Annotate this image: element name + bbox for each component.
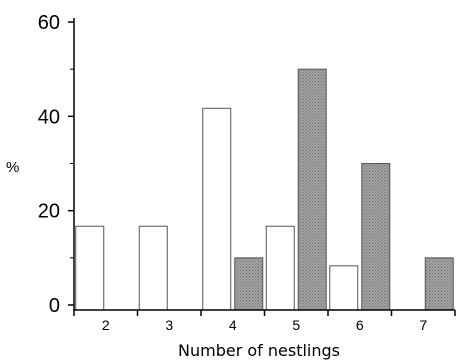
y-tick-label: 0 <box>49 295 60 317</box>
x-tick-label: 3 <box>165 317 173 333</box>
bar-series-1 <box>265 225 295 311</box>
bar-series-2 <box>297 68 327 311</box>
bars <box>75 68 454 311</box>
y-tick-label: 20 <box>38 201 60 223</box>
x-tick-labels: 2 3 4 5 6 7 <box>102 317 428 333</box>
bar-series-1 <box>75 225 105 311</box>
y-tick-label: 40 <box>38 106 60 128</box>
bar-series-1 <box>138 225 168 311</box>
y-axis-title: % <box>6 159 19 176</box>
bar-series-2 <box>424 257 454 311</box>
bar-series-2 <box>361 163 391 311</box>
x-tick-label: 2 <box>102 317 110 333</box>
x-tick-label: 5 <box>292 317 300 333</box>
x-tick-label: 7 <box>419 317 427 333</box>
bar-series-2 <box>234 257 264 311</box>
y-tick-marks <box>68 21 74 306</box>
y-tick-label: 60 <box>38 12 60 34</box>
x-tick-label: 4 <box>229 317 237 333</box>
x-tick-label: 6 <box>356 317 364 333</box>
y-tick-labels: 0 20 40 60 <box>38 12 60 317</box>
x-tick-marks <box>73 310 456 316</box>
bar-series-1 <box>329 265 359 311</box>
bar-series-1 <box>202 107 232 311</box>
x-axis-title: Number of nestlings <box>178 341 340 360</box>
